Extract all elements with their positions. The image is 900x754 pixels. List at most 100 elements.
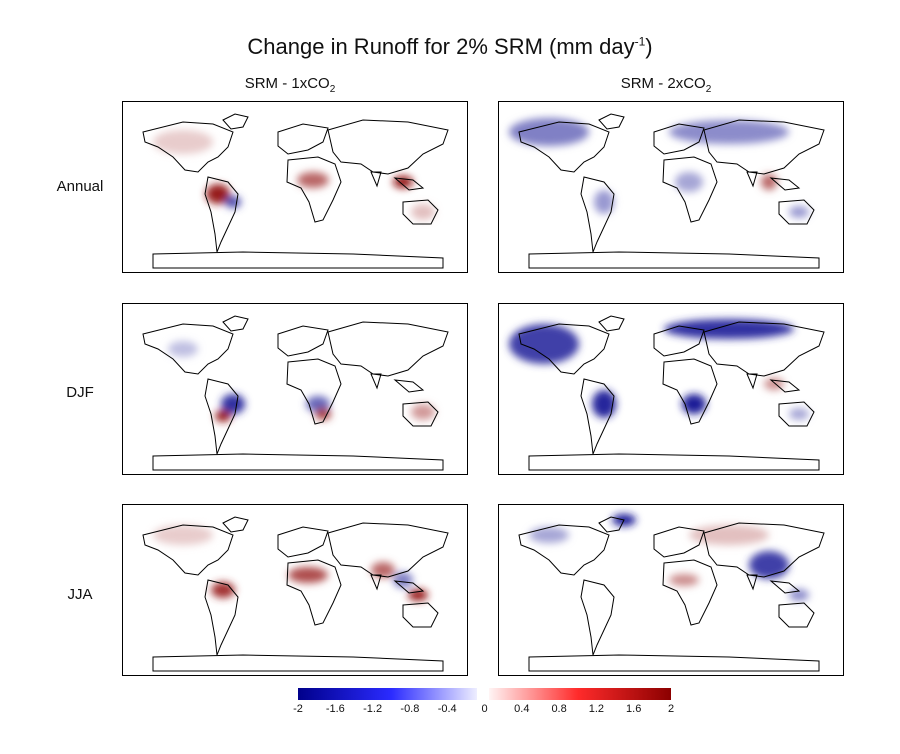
row-label-annual: Annual xyxy=(56,178,104,195)
coastline xyxy=(393,379,425,393)
coastline xyxy=(370,373,382,390)
anomaly-region xyxy=(206,184,230,204)
coastline xyxy=(222,113,249,130)
anomaly-region xyxy=(509,324,579,364)
coastline xyxy=(518,323,610,375)
anomaly-region xyxy=(789,408,809,420)
coastline xyxy=(518,121,610,173)
coastline xyxy=(598,113,625,130)
anomaly-region xyxy=(411,404,435,420)
coastline xyxy=(152,453,444,471)
coastline xyxy=(277,123,329,155)
coastline xyxy=(778,199,815,225)
coastline xyxy=(286,559,342,626)
anomaly-region xyxy=(761,174,777,190)
coastline xyxy=(778,602,815,628)
map-panel-djf-2xco2 xyxy=(498,303,844,475)
coastline xyxy=(327,119,449,175)
coastline xyxy=(662,156,718,223)
coastline xyxy=(703,321,825,377)
coastline xyxy=(769,379,801,393)
colorbar-tick: 1.2 xyxy=(588,703,605,715)
colorbar-tick: 0 xyxy=(481,703,488,715)
anomaly-region xyxy=(306,396,330,412)
anomaly-region xyxy=(594,190,614,214)
map-panel-annual-2xco2 xyxy=(498,101,844,273)
column-title-1xco2: SRM - 1xCO2 xyxy=(244,75,336,95)
coastline xyxy=(746,373,758,390)
coastline xyxy=(746,171,758,188)
coastline xyxy=(528,251,820,269)
coastline xyxy=(204,378,239,455)
coastline xyxy=(580,579,615,656)
coastline xyxy=(393,177,425,191)
coastline xyxy=(286,358,342,425)
coastline xyxy=(402,401,439,427)
anomaly-region xyxy=(297,172,329,188)
coastline xyxy=(402,199,439,225)
anomaly-region xyxy=(225,196,241,208)
anomaly-region xyxy=(789,206,809,218)
coastline xyxy=(653,526,705,558)
coastline xyxy=(327,321,449,377)
coastline xyxy=(152,654,444,672)
coastline xyxy=(222,516,249,533)
row-label-djf: DJF xyxy=(66,384,94,401)
colorbar-tick: 0.4 xyxy=(514,703,530,715)
coastline xyxy=(277,526,329,558)
coastline xyxy=(286,156,342,223)
anomaly-region xyxy=(592,390,616,418)
colorbar-tick: 2 xyxy=(667,703,675,715)
colorbar-tick: 0.8 xyxy=(551,703,567,715)
anomaly-region xyxy=(168,341,198,357)
coastline xyxy=(370,171,382,188)
colorbar-tick: 1.6 xyxy=(626,703,642,715)
runoff-map xyxy=(142,516,449,672)
coastline xyxy=(142,323,234,375)
coastline xyxy=(746,574,758,591)
coastline xyxy=(142,524,234,576)
coastline xyxy=(580,176,615,253)
map-panel-annual-1xco2 xyxy=(122,101,468,273)
coastline xyxy=(703,522,825,578)
coastline xyxy=(662,358,718,425)
anomaly-region xyxy=(411,204,435,220)
colorbar-tick: -0.4 xyxy=(437,703,457,715)
coastline xyxy=(222,315,249,332)
coastline xyxy=(152,251,444,269)
coastline xyxy=(528,654,820,672)
coastline xyxy=(204,176,239,253)
runoff-map xyxy=(509,113,825,269)
colorbar-zero-gap xyxy=(477,686,489,702)
coastline xyxy=(653,123,705,155)
coastline xyxy=(370,574,382,591)
colorbar-tick: -1.2 xyxy=(363,703,383,715)
anomaly-region xyxy=(529,527,569,543)
row-label-jja: JJA xyxy=(67,586,93,603)
colorbar-tick: -2 xyxy=(293,703,303,715)
coastline xyxy=(277,325,329,357)
coastline xyxy=(402,602,439,628)
runoff-map xyxy=(509,315,825,471)
colorbar-tick: -1.6 xyxy=(325,703,345,715)
runoff-map xyxy=(142,315,449,471)
coastline xyxy=(580,378,615,455)
anomaly-region xyxy=(509,118,589,146)
coastline xyxy=(769,580,801,594)
map-panel-jja-1xco2 xyxy=(122,504,468,676)
anomaly-region xyxy=(408,589,428,601)
anomaly-region xyxy=(669,574,699,586)
coastline xyxy=(778,401,815,427)
coastline xyxy=(703,119,825,175)
coastline xyxy=(528,453,820,471)
coastline xyxy=(598,315,625,332)
coastline xyxy=(204,579,239,656)
coastline xyxy=(327,522,449,578)
map-panel-djf-1xco2 xyxy=(122,303,468,475)
anomaly-region xyxy=(689,525,769,545)
anomaly-region xyxy=(153,130,213,154)
anomaly-region xyxy=(664,319,794,339)
coastline xyxy=(653,325,705,357)
anomaly-region xyxy=(675,172,703,192)
colorbar-tick: -0.8 xyxy=(400,703,420,715)
